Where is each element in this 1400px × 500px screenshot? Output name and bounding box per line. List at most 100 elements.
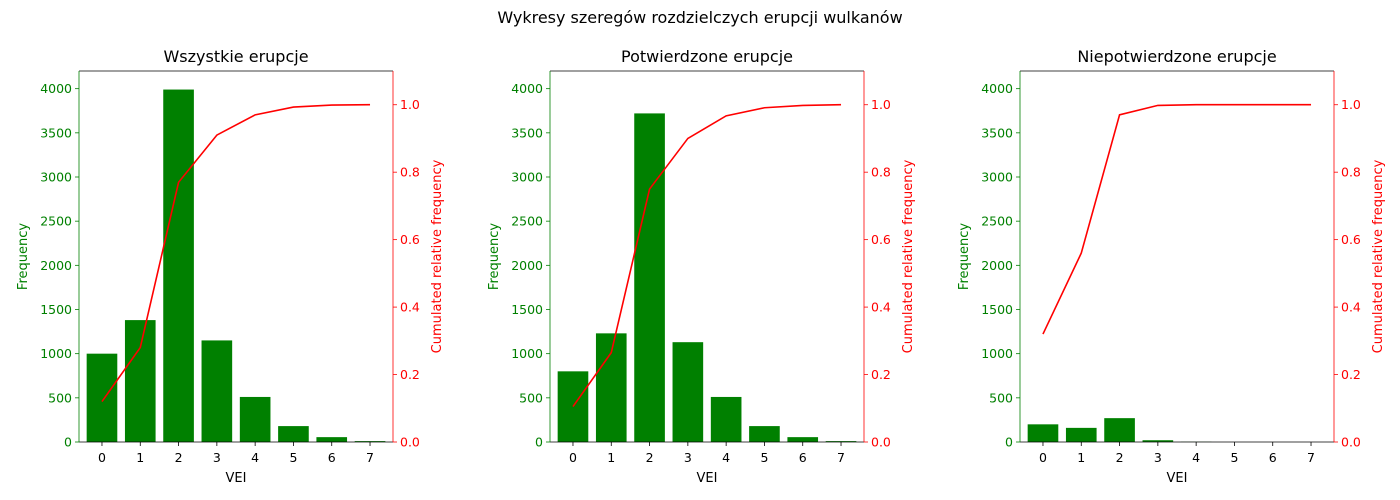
y-tick-label: 4000 [981, 81, 1013, 96]
y-tick-label: 4000 [40, 81, 72, 96]
x-tick-label: 7 [366, 450, 374, 465]
x-tick-label: 2 [646, 450, 654, 465]
y-tick-label: 3000 [981, 170, 1013, 185]
y-tick-label: 1500 [40, 302, 72, 317]
y-tick-label: 2000 [981, 258, 1013, 273]
y-tick-label: 500 [519, 390, 543, 405]
y2-tick-label: 0.6 [871, 232, 891, 247]
x-tick-label: 5 [1230, 450, 1238, 465]
x-tick-label: 3 [684, 450, 692, 465]
y2-tick-label: 0.6 [400, 232, 420, 247]
bar [86, 353, 118, 442]
x-tick-label: 0 [1039, 450, 1047, 465]
x-tick-label: 6 [328, 450, 336, 465]
bar [1104, 418, 1135, 442]
y2-tick-label: 0.2 [871, 367, 891, 382]
x-tick-label: 1 [1077, 450, 1085, 465]
x-tick-label: 3 [213, 450, 221, 465]
y2-tick-label: 1.0 [871, 97, 891, 112]
y2-axis-label: Cumulated relative frequency [901, 159, 916, 353]
bar [710, 396, 742, 442]
y-axis-label: Frequency [957, 223, 972, 290]
x-tick-label: 6 [799, 450, 807, 465]
y2-tick-label: 0.4 [871, 300, 891, 315]
y2-tick-label: 0.0 [400, 435, 420, 450]
y-tick-label: 2500 [511, 214, 543, 229]
subplot-1: 0 500 1000 1500 2000 2500 3000 3500 4000 0.0 0.2 0.… [487, 47, 916, 486]
x-tick-label: 2 [175, 450, 183, 465]
y2-tick-label: 0.2 [1341, 367, 1361, 382]
subplot-2: 0 500 1000 1500 2000 2500 3000 3500 4000 0.0 0.2 0.… [957, 47, 1386, 486]
y-tick-label: 1000 [40, 346, 72, 361]
y-tick-label: 3000 [511, 170, 543, 185]
cumulative-line [101, 103, 371, 402]
x-tick-label: 4 [251, 450, 259, 465]
y-axis-label: Frequency [487, 223, 502, 290]
x-tick-label: 7 [1307, 450, 1315, 465]
x-tick-label: 5 [289, 450, 297, 465]
bar [1065, 427, 1097, 442]
figure-title: Wykresy szeregów rozdzielczych erupcji w… [497, 8, 903, 27]
cumulative-line [1042, 103, 1312, 335]
y-tick-label: 500 [48, 390, 72, 405]
subplot-title: Potwierdzone erupcje [621, 47, 793, 66]
x-tick-label: 7 [837, 450, 845, 465]
bar [239, 396, 271, 442]
y-tick-label: 0 [64, 435, 72, 450]
y2-tick-label: 0.0 [871, 435, 891, 450]
y-tick-label: 0 [535, 435, 543, 450]
bar [787, 437, 819, 442]
y-tick-label: 3500 [40, 125, 72, 140]
x-axis-label: VEI [697, 471, 718, 486]
y2-tick-label: 0.8 [871, 165, 891, 180]
y-tick-label: 0 [1005, 435, 1013, 450]
y-tick-label: 2500 [40, 214, 72, 229]
y2-tick-label: 0.4 [400, 300, 420, 315]
x-tick-label: 0 [569, 450, 577, 465]
bar [1142, 440, 1174, 442]
y-tick-label: 3500 [511, 125, 543, 140]
x-tick-label: 0 [98, 450, 106, 465]
cumulative-line [572, 103, 842, 408]
bar [825, 441, 857, 442]
bar [749, 426, 780, 442]
y2-tick-label: 0.8 [1341, 165, 1361, 180]
y2-axis-label: Cumulated relative frequency [1371, 159, 1386, 353]
x-tick-label: 6 [1269, 450, 1277, 465]
bar [124, 320, 156, 442]
y-tick-label: 500 [989, 390, 1013, 405]
bar [163, 89, 194, 443]
x-tick-label: 3 [1154, 450, 1162, 465]
x-tick-label: 1 [136, 450, 144, 465]
bar [634, 113, 665, 443]
y-tick-label: 3500 [981, 125, 1013, 140]
y-tick-label: 1500 [981, 302, 1013, 317]
subplot-title: Wszystkie erupcje [163, 47, 308, 66]
y-tick-label: 2000 [511, 258, 543, 273]
bar [278, 426, 309, 442]
y-axis-label: Frequency [16, 223, 31, 290]
bar [354, 441, 386, 442]
y2-tick-label: 0.4 [1341, 300, 1361, 315]
x-axis-label: VEI [226, 471, 247, 486]
y-tick-label: 4000 [511, 81, 543, 96]
x-tick-label: 4 [1192, 450, 1200, 465]
y-tick-label: 3000 [40, 170, 72, 185]
y2-tick-label: 0.8 [400, 165, 420, 180]
y-tick-label: 1500 [511, 302, 543, 317]
y2-tick-label: 1.0 [1341, 97, 1361, 112]
subplot-0: 0 500 1000 1500 2000 2500 3000 3500 4000 0.0 0.2 0.… [16, 47, 445, 486]
y-tick-label: 2500 [981, 214, 1013, 229]
y-tick-label: 2000 [40, 258, 72, 273]
bar [1027, 424, 1059, 442]
subplot-title: Niepotwierdzone erupcje [1077, 47, 1276, 66]
x-tick-label: 1 [607, 450, 615, 465]
x-tick-label: 5 [760, 450, 768, 465]
bar [672, 342, 704, 442]
y2-tick-label: 0.2 [400, 367, 420, 382]
bar [557, 371, 589, 442]
y-tick-label: 1000 [981, 346, 1013, 361]
y2-tick-label: 0.0 [1341, 435, 1361, 450]
